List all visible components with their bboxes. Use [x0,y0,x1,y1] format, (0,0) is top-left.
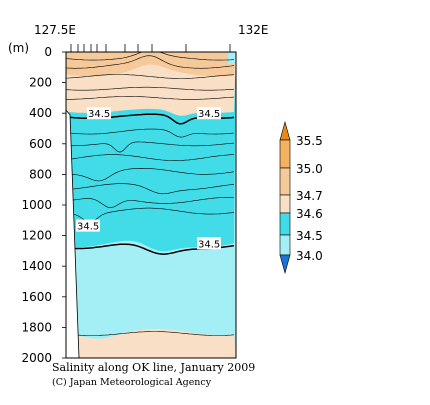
contour-line [66,331,235,336]
contour-label-bg [197,237,221,250]
contour-label-bg [87,107,111,120]
colorbar-cell [279,212,291,236]
contour-line [66,128,235,138]
x-station-ticks [70,44,231,52]
x-label-left: 127.5E [34,23,76,37]
contour-line [66,167,235,182]
colorbar-level-label: 35.5 [296,134,323,148]
colorbar-top-arrow [279,120,291,141]
contour-label: 34.5 [88,109,110,120]
y-tick-label: 1800 [21,320,52,334]
contour-label: 34.5 [198,239,220,250]
y-axis: (m) 0 200 400 600 800 1000 1200 1400 1600 1800 200… [8,41,66,365]
colorbar-bottom-arrow [279,254,291,275]
contour-label: 34.5 [77,222,99,233]
y-tick-label: 0 [44,45,52,59]
fill-deep-salinity [66,329,236,358]
y-tick-label: 400 [29,106,52,120]
colorbar-level-label: 34.5 [296,229,323,243]
contour-line [66,183,235,195]
y-tick-label: 1000 [21,198,52,212]
fill-surface-fresh-patch [228,52,236,64]
contour-label-bg [76,219,100,232]
contour-line [66,74,235,79]
x-axis: 127.5E 132E [34,23,269,52]
y-tick-label: 1200 [21,229,52,243]
contour-line [66,154,235,161]
y-tick-label: 1400 [21,259,52,273]
contour-label-group: 34.5 34.5 34.5 34.5 [76,107,221,250]
x-label-right: 132E [238,23,269,37]
y-tick-label: 1600 [21,290,52,304]
contour-line [66,197,235,208]
y-unit-label: (m) [8,41,29,55]
colorbar-cell [279,139,291,169]
colorbar-level-label: 34.0 [296,249,323,263]
chart-title: Salinity along OK line, January 2009 [52,361,256,374]
salinity-fill-area [66,52,236,358]
colorbar-level-label: 35.0 [296,162,323,176]
contour-line [66,141,235,153]
y-tick-label: 800 [29,167,52,181]
y-tick-label: 2000 [21,351,52,365]
y-tick-label: 200 [29,76,52,90]
contour-line [66,96,235,100]
credit-text: (C) Japan Meteorological Agency [52,377,212,388]
fill-surface-salinity [66,52,236,77]
contour-line [66,86,235,91]
contour-label: 34.5 [198,109,220,120]
colorbar-cell [279,234,291,256]
contour-label-bg [197,107,221,120]
colorbar-cell [279,194,291,214]
contour-line [66,52,235,61]
colorbar: 35.5 35.0 34.7 34.6 34.5 34.0 [279,120,323,275]
contour-line [66,55,235,69]
colorbar-cell [279,167,291,196]
colorbar-level-label: 34.6 [296,207,323,221]
y-tick-label: 600 [29,137,52,151]
colorbar-level-label: 34.7 [296,189,323,203]
